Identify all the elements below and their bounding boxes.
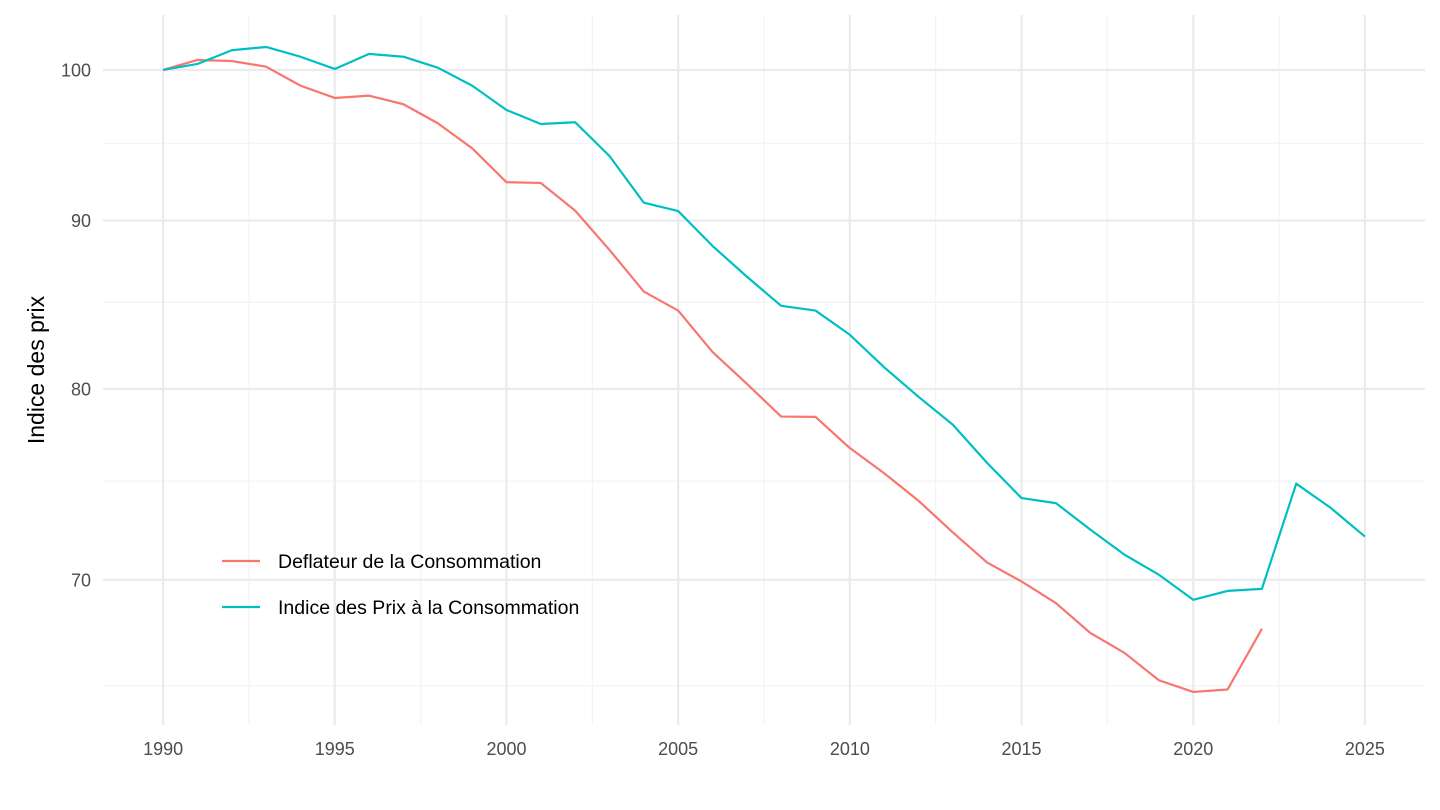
x-tick-label: 2010 bbox=[830, 739, 870, 759]
major-gridlines bbox=[103, 15, 1425, 725]
x-tick-label: 1995 bbox=[315, 739, 355, 759]
y-axis-tick-labels: 70 80 90 100 bbox=[61, 60, 91, 590]
legend-label: Indice des Prix à la Consommation bbox=[278, 597, 579, 619]
x-tick-label: 1990 bbox=[143, 739, 183, 759]
minor-gridlines bbox=[103, 15, 1425, 725]
legend-item: Deflateur de la Consommation bbox=[222, 551, 541, 573]
x-tick-label: 2005 bbox=[658, 739, 698, 759]
y-tick-label: 70 bbox=[71, 570, 91, 590]
series-line-ipc bbox=[162, 45, 1366, 601]
series-line-deflateur bbox=[162, 58, 1263, 694]
y-tick-label: 80 bbox=[71, 379, 91, 399]
legend-item: Indice des Prix à la Consommation bbox=[222, 597, 579, 619]
legend: Deflateur de la Consommation Indice des P… bbox=[222, 551, 579, 619]
y-tick-label: 90 bbox=[71, 211, 91, 231]
legend-label: Deflateur de la Consommation bbox=[278, 551, 541, 573]
x-tick-label: 2015 bbox=[1002, 739, 1042, 759]
x-axis-tick-labels: 1990 1995 2000 2005 2010 2015 2020 2025 bbox=[143, 739, 1385, 759]
x-tick-label: 2025 bbox=[1345, 739, 1385, 759]
x-tick-label: 2000 bbox=[486, 739, 526, 759]
x-tick-label: 2020 bbox=[1173, 739, 1213, 759]
y-axis-title: Indice des prix bbox=[23, 295, 49, 444]
y-tick-label: 100 bbox=[61, 60, 91, 80]
series-layer bbox=[162, 45, 1366, 694]
